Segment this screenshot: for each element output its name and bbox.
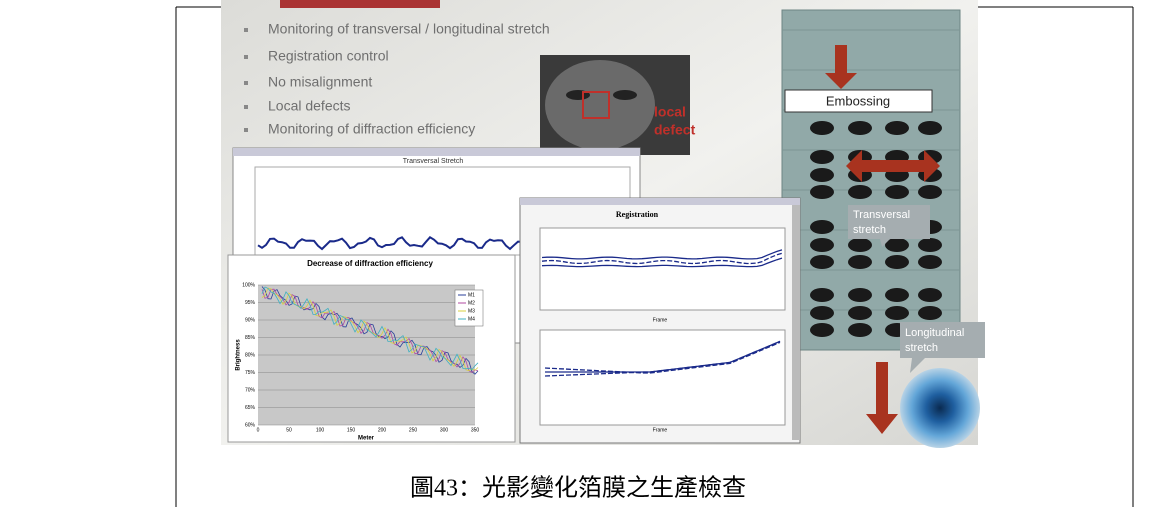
y-tick-label: 90% — [245, 317, 256, 323]
legend-label: M2 — [468, 300, 475, 306]
x-tick-label: 50 — [286, 427, 292, 433]
x-tick-label: 250 — [409, 427, 418, 433]
dot — [810, 220, 834, 234]
dot — [885, 288, 909, 302]
bullet-marker — [244, 81, 248, 85]
y-tick-label: 85% — [245, 335, 256, 341]
bullet-marker — [244, 128, 248, 132]
bullet-text: Monitoring of transversal / longitudinal… — [268, 21, 550, 37]
window-titlebar — [233, 148, 640, 156]
y-tick-label: 95% — [245, 300, 256, 306]
bullet-marker — [244, 105, 248, 109]
window-titlebar — [520, 198, 800, 205]
dot — [810, 185, 834, 199]
plot-area — [540, 330, 785, 425]
dot — [810, 288, 834, 302]
bubble-label: stretch — [853, 224, 886, 236]
y-tick-label: 65% — [245, 405, 256, 411]
face-label: defect — [654, 122, 696, 138]
dot — [810, 323, 834, 337]
dot — [848, 185, 872, 199]
slide-photo: O N Monitoring of transversal / longitud… — [221, 0, 985, 448]
plot-area — [540, 228, 785, 310]
bubble-label: Longitudinal — [905, 327, 964, 339]
window-title: Transversal Stretch — [403, 158, 464, 165]
bullet-text: Local defects — [268, 98, 351, 114]
y-tick-label: 100% — [242, 282, 255, 288]
dot — [848, 255, 872, 269]
y-label: Brightness — [236, 339, 242, 371]
dot — [810, 255, 834, 269]
face-label: local — [654, 104, 686, 120]
dot — [848, 306, 872, 320]
dot — [810, 121, 834, 135]
dot — [885, 121, 909, 135]
embossing-label: Embossing — [826, 93, 890, 108]
x-tick-label: 100 — [316, 427, 325, 433]
x-tick-label: 350 — [471, 427, 480, 433]
caption: 圖43：光影變化箔膜之生產檢查 — [410, 475, 746, 502]
document: O N Monitoring of transversal / longitud… — [0, 0, 1156, 507]
dot — [848, 288, 872, 302]
dot — [918, 185, 942, 199]
chart-title: Decrease of diffraction efficiency — [307, 259, 433, 268]
dot — [885, 255, 909, 269]
bubble-label: stretch — [905, 342, 938, 354]
dot — [810, 238, 834, 252]
dot — [810, 168, 834, 182]
dot — [848, 121, 872, 135]
x-tick-label: 0 — [257, 427, 260, 433]
x-label: Frame — [653, 427, 668, 433]
legend-label: M3 — [468, 308, 475, 314]
slide-bar — [280, 0, 440, 8]
y-tick-label: 70% — [245, 387, 256, 393]
page: O N Monitoring of transversal / longitud… — [0, 0, 1156, 507]
x-label: Frame — [653, 317, 668, 323]
y-tick-label: 80% — [245, 352, 256, 358]
bullet-text: Registration control — [268, 48, 389, 64]
dot — [885, 185, 909, 199]
legend-label: M1 — [468, 292, 475, 298]
legend-label: M4 — [468, 316, 475, 322]
dot — [918, 306, 942, 320]
face-shape — [545, 60, 655, 150]
bullet-text: No misalignment — [268, 74, 372, 90]
x-tick-label: 150 — [347, 427, 356, 433]
dot — [810, 306, 834, 320]
dot — [918, 121, 942, 135]
x-label: Meter — [358, 436, 375, 442]
dot — [918, 255, 942, 269]
bullet-marker — [244, 28, 248, 32]
x-tick-label: 300 — [440, 427, 449, 433]
dot — [918, 288, 942, 302]
dot — [918, 238, 942, 252]
y-tick-label: 75% — [245, 370, 256, 376]
eye-image — [900, 368, 980, 448]
bubble-label: Transversal — [853, 209, 910, 221]
dot — [885, 306, 909, 320]
dot — [810, 150, 834, 164]
y-tick-label: 60% — [245, 422, 256, 428]
bullet-text: Monitoring of diffraction efficiency — [268, 121, 475, 137]
bullet-marker — [244, 55, 248, 59]
window-title: Registration — [616, 210, 659, 219]
scrollbar — [792, 205, 800, 440]
dot — [848, 238, 872, 252]
dot — [848, 323, 872, 337]
face-eye — [613, 90, 637, 100]
x-tick-label: 200 — [378, 427, 387, 433]
